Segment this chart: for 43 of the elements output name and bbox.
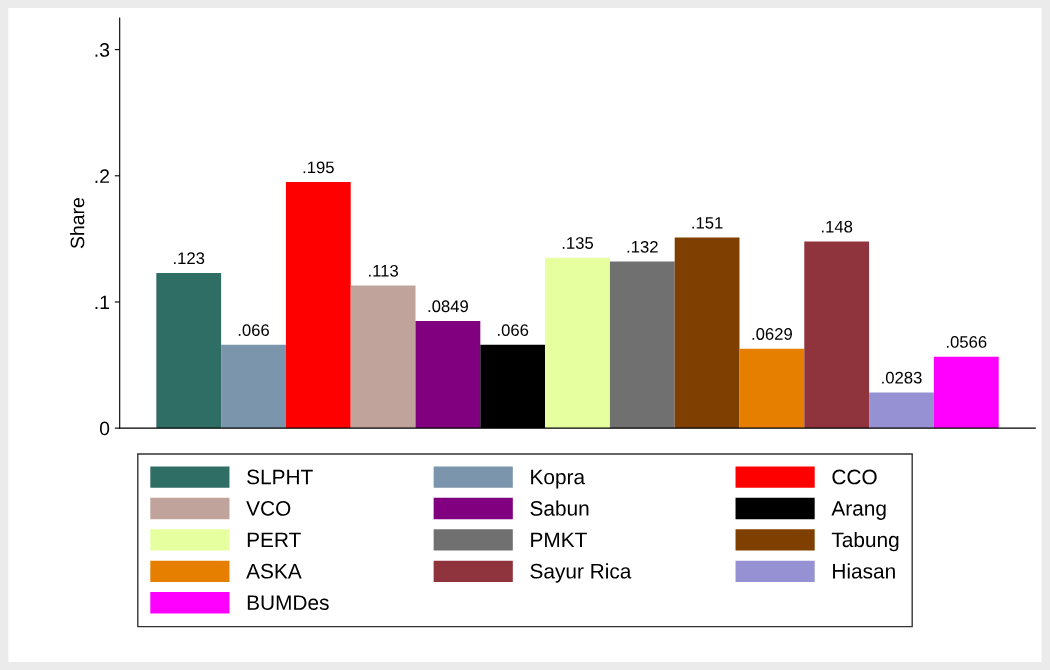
data-label: .151 bbox=[692, 217, 723, 229]
bar bbox=[350, 285, 416, 429]
bar bbox=[156, 272, 222, 429]
data-label: .123 bbox=[174, 252, 205, 265]
legend-label: ASKA bbox=[246, 563, 302, 579]
data-label: .113 bbox=[369, 264, 398, 277]
legend-label: VCO bbox=[246, 501, 291, 516]
y-tick-label: .1 bbox=[95, 295, 110, 310]
legend-label: PERT bbox=[247, 532, 301, 547]
legend-label: Sayur Rica bbox=[530, 563, 632, 583]
legend-label: Sabun bbox=[530, 500, 589, 516]
bar bbox=[804, 241, 870, 429]
legend-label: CCO bbox=[832, 469, 877, 485]
bar bbox=[739, 348, 805, 429]
bar bbox=[285, 182, 351, 429]
data-label: .066 bbox=[238, 324, 270, 337]
data-label: .0566 bbox=[946, 336, 987, 348]
legend-label: Kopra bbox=[531, 469, 586, 489]
data-label: .195 bbox=[303, 161, 334, 174]
data-label: .0849 bbox=[428, 300, 468, 313]
legend-label: Tabung bbox=[831, 531, 899, 552]
legend-label: Arang bbox=[831, 501, 886, 520]
bar bbox=[221, 344, 286, 429]
legend-label: SLPHT bbox=[247, 469, 313, 485]
data-label: .066 bbox=[498, 324, 529, 337]
data-label: .132 bbox=[627, 240, 658, 253]
bar bbox=[674, 237, 740, 429]
bar bbox=[933, 356, 999, 429]
data-label: .0283 bbox=[882, 371, 922, 384]
legend-label: BUMDes bbox=[247, 595, 329, 610]
y-tick-label: 0 bbox=[99, 421, 110, 436]
legend-label: Hiasan bbox=[833, 563, 895, 579]
legend-label: PMKT bbox=[531, 532, 587, 547]
data-label: .148 bbox=[821, 220, 853, 233]
y-tick-label: .3 bbox=[95, 43, 110, 57]
bar bbox=[415, 321, 481, 429]
bar bbox=[609, 261, 675, 429]
data-label: .135 bbox=[562, 237, 594, 249]
bar bbox=[545, 257, 610, 429]
bar bbox=[869, 392, 934, 429]
y-axis-title: Share bbox=[70, 198, 85, 249]
y-tick-label: .2 bbox=[95, 169, 109, 183]
data-label: .0629 bbox=[752, 328, 792, 340]
